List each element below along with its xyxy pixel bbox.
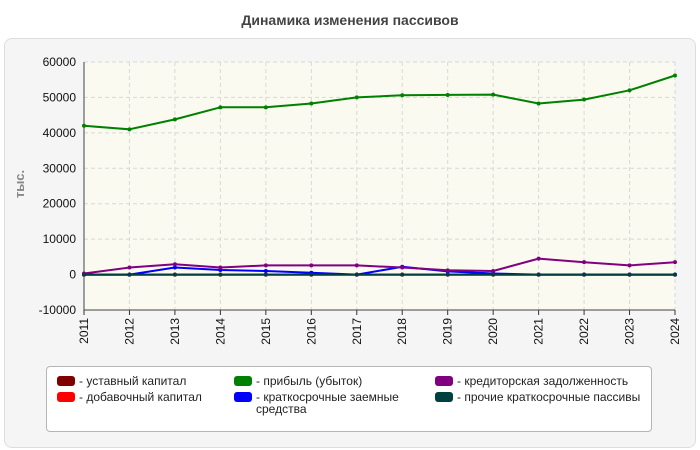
legend-swatch-ustavnyi-kapital <box>57 376 75 386</box>
y-tick-label: 0 <box>69 268 76 282</box>
data-point-4 <box>127 265 132 270</box>
y-tick-label: 20000 <box>43 197 77 211</box>
y-tick-label: 40000 <box>43 126 77 140</box>
data-point-2 <box>673 73 677 78</box>
data-point-4 <box>536 256 541 261</box>
x-tick-label: 2016 <box>304 318 318 345</box>
x-tick-label: 2014 <box>213 318 227 345</box>
data-point-5 <box>82 272 86 277</box>
legend-item-kratkosrochnye-zaemnye: - краткосрочные заемные средства <box>234 391 434 415</box>
legend-item-kreditorskaya: - кредиторская задолженность <box>435 375 650 387</box>
y-tick-label: 30000 <box>43 161 77 175</box>
data-point-5 <box>127 272 132 277</box>
x-tick-label: 2011 <box>77 318 91 344</box>
legend-label-kreditorskaya: кредиторская задолженность <box>464 374 629 388</box>
x-tick-label: 2018 <box>395 318 409 345</box>
data-point-4 <box>445 268 450 273</box>
y-axis-label: тыс. <box>12 170 27 198</box>
data-point-4 <box>673 260 677 265</box>
data-point-4 <box>218 265 223 270</box>
y-tick-label: 60000 <box>43 55 77 69</box>
data-point-5 <box>309 272 314 277</box>
legend-swatch-kratkosrochnye-zaemnye <box>234 392 252 402</box>
x-tick-label: 2013 <box>168 318 182 345</box>
legend-swatch-kreditorskaya <box>435 376 453 386</box>
data-point-2 <box>536 101 541 106</box>
x-tick-label: 2022 <box>577 318 591 345</box>
legend-label-ustavnyi-kapital: уставный капитал <box>86 374 187 388</box>
data-point-3 <box>172 265 177 270</box>
chart-legend: - уставный капитал - добавочный капитал … <box>46 366 652 432</box>
data-point-5 <box>582 272 587 277</box>
data-point-5 <box>354 272 359 277</box>
data-point-4 <box>172 262 177 267</box>
legend-swatch-prochie <box>435 392 453 402</box>
legend-swatch-pribyl <box>234 376 252 386</box>
legend-label-dobavochnyi-kapital: добавочный капитал <box>86 390 202 404</box>
data-point-4 <box>354 263 359 268</box>
data-point-5 <box>400 272 405 277</box>
series-line-2 <box>83 74 676 131</box>
data-point-4 <box>309 263 314 268</box>
data-point-5 <box>263 272 268 277</box>
y-tick-label: 50000 <box>43 90 77 104</box>
data-point-2 <box>263 105 268 110</box>
data-point-2 <box>582 97 587 102</box>
x-tick-label: 2012 <box>122 318 136 345</box>
data-point-5 <box>491 272 496 277</box>
data-point-5 <box>445 272 450 277</box>
data-point-2 <box>491 92 496 97</box>
data-point-5 <box>218 272 223 277</box>
data-point-5 <box>627 272 632 277</box>
data-point-2 <box>172 117 177 122</box>
data-point-3 <box>263 269 268 274</box>
data-point-5 <box>673 272 677 277</box>
legend-swatch-dobavochnyi-kapital <box>57 392 75 402</box>
x-tick-label: 2024 <box>668 318 682 345</box>
legend-item-dobavochnyi-kapital: - добавочный капитал <box>57 391 232 403</box>
data-point-2 <box>218 105 223 110</box>
data-point-2 <box>627 88 632 93</box>
legend-item-pribyl: - прибыль (убыток) <box>234 375 434 387</box>
legend-item-ustavnyi-kapital: - уставный капитал <box>57 375 232 387</box>
data-point-5 <box>172 272 177 277</box>
series-line-4 <box>83 257 676 275</box>
y-tick-label: -10000 <box>39 303 77 317</box>
legend-label-kratkosrochnye-zaemnye: краткосрочные заемные средства <box>256 390 399 416</box>
legend-label-pribyl: прибыль (убыток) <box>263 374 363 388</box>
data-point-2 <box>309 101 314 106</box>
data-point-5 <box>536 272 541 277</box>
x-tick-label: 2020 <box>486 318 500 345</box>
y-tick-label: 10000 <box>43 232 77 246</box>
x-tick-label: 2017 <box>350 318 364 345</box>
data-point-4 <box>400 265 405 270</box>
legend-label-prochie: прочие краткосрочные пассивы <box>464 390 641 404</box>
x-tick-label: 2023 <box>623 318 637 345</box>
data-point-2 <box>354 95 359 100</box>
data-point-4 <box>627 263 632 268</box>
data-point-2 <box>400 93 405 98</box>
data-point-4 <box>582 260 587 265</box>
legend-item-prochie: - прочие краткосрочные пассивы <box>435 391 650 403</box>
data-point-4 <box>263 263 268 268</box>
x-tick-label: 2021 <box>532 318 546 345</box>
chart-title: Динамика изменения пассивов <box>241 12 459 28</box>
x-tick-label: 2015 <box>259 318 273 345</box>
data-point-2 <box>445 92 450 97</box>
data-point-4 <box>491 269 496 274</box>
data-point-2 <box>127 127 132 132</box>
data-point-2 <box>82 123 86 128</box>
x-tick-label: 2019 <box>441 318 455 345</box>
